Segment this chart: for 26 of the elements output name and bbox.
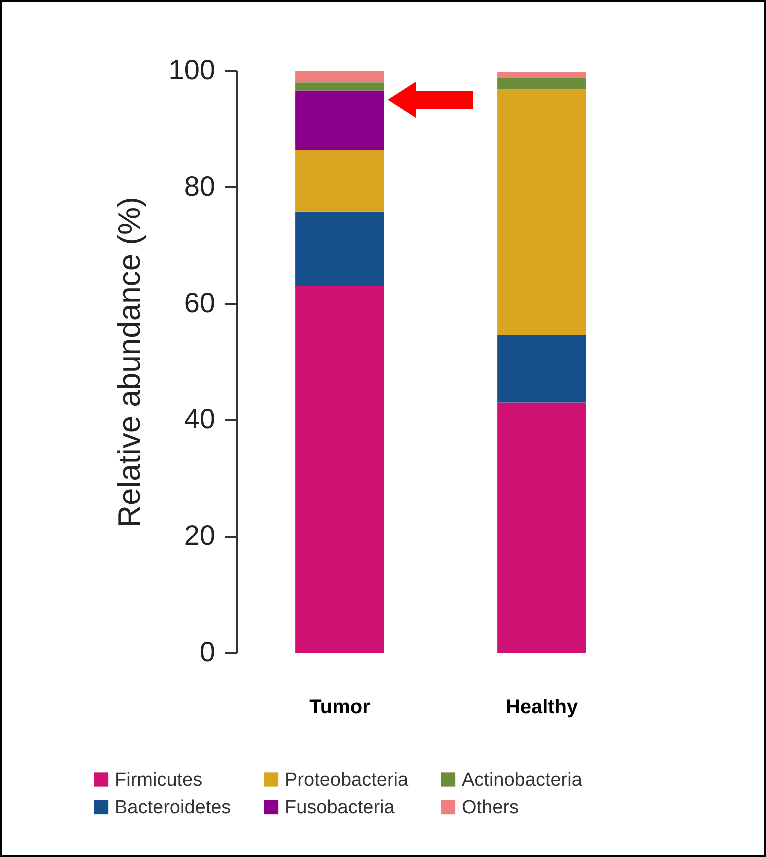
- bar: [296, 90, 384, 150]
- legend-label: Actinobacteria: [462, 770, 583, 791]
- bar: [296, 71, 384, 83]
- bar: [498, 90, 586, 336]
- legend-label: Proteobacteria: [285, 770, 410, 791]
- bar: [498, 72, 586, 78]
- bar: [498, 402, 586, 653]
- legend-label: Bacteroidetes: [115, 798, 232, 818]
- legend-label: Fusobacteria: [285, 798, 396, 818]
- bar: [296, 212, 384, 286]
- y-tick-label: 100: [168, 54, 216, 86]
- x-tick-label: Tumor: [310, 696, 371, 718]
- y-tick-label: 0: [200, 636, 216, 668]
- legend-label: Firmicutes: [115, 770, 203, 791]
- y-tick-label: 40: [184, 404, 216, 435]
- y-tick-label: 60: [184, 287, 216, 318]
- bar: [296, 286, 384, 653]
- y-axis-title: Relative abundance (%): [112, 197, 147, 528]
- legend-label: Others: [462, 798, 520, 818]
- bar: [498, 335, 586, 403]
- bar: [296, 82, 384, 91]
- y-tick-label: 20: [184, 520, 216, 552]
- bar: [498, 78, 586, 90]
- y-tick-label: 80: [184, 170, 216, 202]
- x-tick-label: Healthy: [506, 696, 579, 718]
- bar: [296, 150, 384, 212]
